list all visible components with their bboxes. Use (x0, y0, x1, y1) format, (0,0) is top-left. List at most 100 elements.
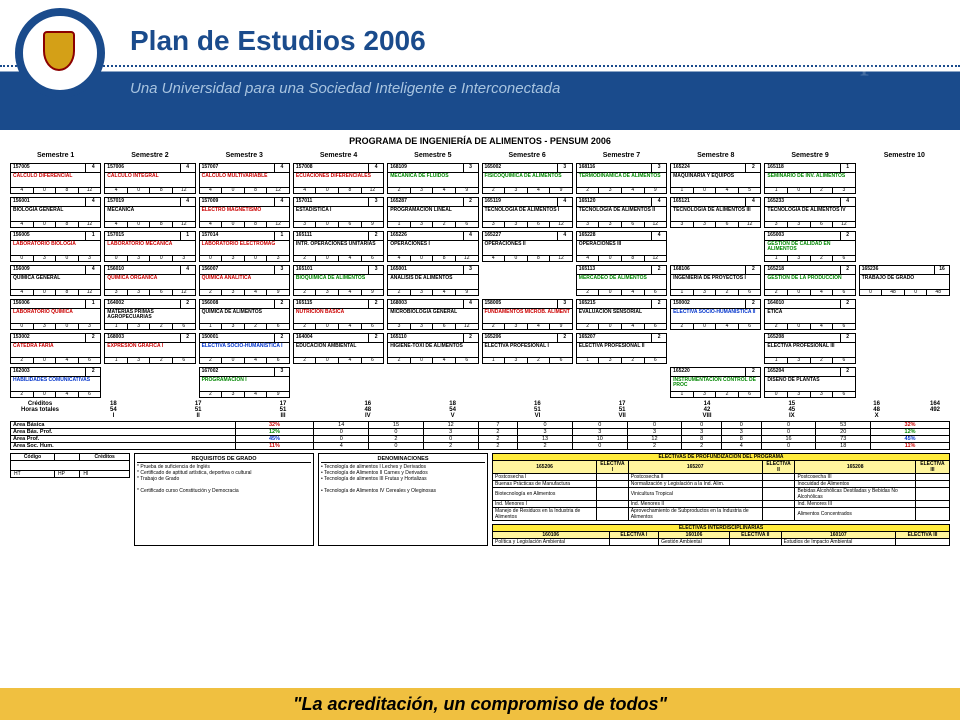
course-cell (670, 333, 761, 364)
course-cell: 1500022 ELECTIVA SOCIO-HUMANÍSTICA II 20… (670, 299, 761, 330)
course-cell (859, 367, 950, 398)
course-cell (859, 163, 950, 194)
course-cell: 1652202 INSTRUMENTACIÓN CONTROL DE PROC … (670, 367, 761, 398)
semester-header: Semestre 6 (482, 150, 573, 161)
university-logo (15, 8, 115, 123)
course-cell: 1570074 CÁLCULO MULTIVARIABLE 40812 (199, 163, 290, 194)
totals: Créditos18171716181617141516164 Horas to… (10, 401, 950, 419)
semester-header: Semestre 5 (387, 150, 478, 161)
semester-header: Semestre 3 (199, 150, 290, 161)
course-cell: 1640022 MATERIAS PRIMAS AGROPECUARIAS 13… (104, 299, 195, 330)
course-cell: 1500012 ELECTIVA SOCIO-HUMANÍSTICA I 204… (199, 333, 290, 364)
course-cell (859, 231, 950, 262)
course-cell: 1530022 CÁTEDRA FARIA 2046 (10, 333, 101, 364)
course-cell: 1652082 ELECTIVA PROFESIONAL III 1326 (764, 333, 855, 364)
course-cell: 1651214 TECNOLOGÍA DE ALIMENTOS III 3361… (670, 197, 761, 228)
course-cell: 1580053 FUNDAMENTOS MICROB. ALIMENT 2349 (482, 299, 573, 330)
course-cell: 1681163 TERMODINÁMICA DE ALIMENTOS 2349 (576, 163, 667, 194)
course-cell: 1652182 GESTIÓN DE LA PRODUCCIÓN 2046 (764, 265, 855, 296)
program-title: PROGRAMA DE INGENIERÍA DE ALIMENTOS - PE… (10, 136, 950, 146)
course-cell: 1680032 EXPRESIÓN GRÁFICA I 1326 (104, 333, 195, 364)
semester-header: Semestre 2 (104, 150, 195, 161)
electivas-section: ELECTIVAS DE PROFUNDIZACIÓN DEL PROGRAMA… (492, 453, 950, 546)
course-cell: 1652242 MAQUINARIA Y EQUIPOS 1045 (670, 163, 761, 194)
tagline: Una Universidad para una Sociedad Inteli… (130, 80, 560, 97)
course-cell: 1570094 ELECTRO MAGNETISMO 40812 (199, 197, 290, 228)
course-cell: 1650023 FISICOQUÍMICA DE ALIMENTOS 2349 (482, 163, 573, 194)
course-cell: 1570141 LABORATORIO ELECTROMAG 0303 (199, 231, 290, 262)
semester-header: Semestre 8 (670, 150, 761, 161)
course-cell (293, 367, 384, 398)
course-cell: 1560082 QUÍMICA DE ALIMENTOS 1326 (199, 299, 290, 330)
footer-slogan: "La acreditación, un compromiso de todos… (0, 688, 960, 720)
course-cell: 1560104 QUÍMICA ORGÁNICA 33612 (104, 265, 195, 296)
course-cell: 1560073 QUÍMICA ANALÍTICA 2349 (199, 265, 290, 296)
course-cell: 1680034 MICROBIOLOGÍA GENERAL 33612 (387, 299, 478, 330)
course-cell: 1570194 MECÁNICA 40812 (104, 197, 195, 228)
content: PROGRAMA DE INGENIERÍA DE ALIMENTOS - PE… (0, 130, 960, 552)
course-cell: 1681062 INGENIERÍA DE PROYECTOS I 1326 (670, 265, 761, 296)
course-cell: 1650013 ANÁLISIS DE ALIMENTOS 2349 (387, 265, 478, 296)
course-cell: 1560094 QUÍMICA GENERAL 40812 (10, 265, 101, 296)
course-cell: 1651013 BIOQUÍMICA DE ALIMENTOS 2349 (293, 265, 384, 296)
course-cell: 1651181 SEMINARIO DE INV. ALIMENTOS 1023 (764, 163, 855, 194)
requisitos-box: REQUISITOS DE GRADO * Prueba de suficien… (134, 453, 314, 546)
course-cell: 1560061 LABORATORIO QUÍMICA 0303 (10, 299, 101, 330)
course-cell: 1652274 OPERACIONES II 40812 (482, 231, 573, 262)
semester-headers: Semestre 1Semestre 2 Semestre 3Semestre 4… (10, 150, 950, 161)
course-cell: 1681093 MECÁNICA DE FLUIDOS 2349 (387, 163, 478, 194)
course-cell: 1652152 EVALUACIÓN SENSORIAL 2046 (576, 299, 667, 330)
course-cell: 1652072 ELECTIVA PROFESIONAL II 1326 (576, 333, 667, 364)
course-cell: 1652284 OPERACIONES III 40812 (576, 231, 667, 262)
course-cell: 1570113 ESTADÍSTICA I 3069 (293, 197, 384, 228)
course-cell (670, 231, 761, 262)
course-cell (387, 367, 478, 398)
course-cell: 1652872 PROGRAMACIÓN LINEAL 1326 (387, 197, 478, 228)
course-grid: 1570054 CÁLCULO DIFERENCIAL 408121570064… (10, 163, 950, 398)
course-cell: 1560051 LABORATORIO BIOLOGÍA 0303 (10, 231, 101, 262)
course-cell: 1640102 ÉTICA 2046 (764, 299, 855, 330)
electivas-prof-table: ELECTIVAS DE PROFUNDIZACIÓN DEL PROGRAMA… (492, 453, 950, 521)
course-cell: 1640042 EDUCACIÓN AMBIENTAL 2046 (293, 333, 384, 364)
course-cell: 1651204 TECNOLOGÍA DE ALIMENTOS II 33612 (576, 197, 667, 228)
watermark-main: Pamplona (796, 35, 940, 77)
course-cell: 1652042 DISEÑO DE PLANTAS 0336 (764, 367, 855, 398)
course-cell: 1570084 ECUACIONES DIFERENCIALES 40812 (293, 163, 384, 194)
course-cell: 1651102 HIGIENE-TOXI DE ALIMENTOS 2046 (387, 333, 478, 364)
course-cell: 1651194 TECNOLOGÍA DE ALIMENTOS I 33612 (482, 197, 573, 228)
course-cell: 1652062 ELECTIVA PROFESIONAL I 1326 (482, 333, 573, 364)
denominaciones-box: DENOMINACIONES • Tecnología de alimentos… (318, 453, 488, 546)
course-cell (482, 265, 573, 296)
codigo-legend: CódigoCréditos HTHPHI (10, 453, 130, 478)
course-cell: 1570064 CÁLCULO INTEGRAL 40812 (104, 163, 195, 194)
header: Plan de Estudios 2006 Universidad de Pam… (0, 0, 960, 130)
semester-header: Semestre 10 (859, 150, 950, 161)
electivas-inter-table: ELECTIVAS INTERDISCIPLINARIAS 160106ELEC… (492, 524, 950, 546)
course-cell: 1652334 TECNOLOGÍA DE ALIMENTOS IV 33612 (764, 197, 855, 228)
semester-header: Semestre 7 (576, 150, 667, 161)
course-cell: 1652264 OPERACIONES I 40812 (387, 231, 478, 262)
page-title: Plan de Estudios 2006 (130, 25, 426, 57)
course-cell (104, 367, 195, 398)
course-cell: 1570151 LABORATORIO MECÁNICA 0303 (104, 231, 195, 262)
bottom-section: CódigoCréditos HTHPHI REQUISITOS DE GRAD… (10, 453, 950, 546)
course-cell: 16523616 TRABAJO DE GRADO 048048 (859, 265, 950, 296)
course-cell: 1560014 BIOLOGÍA GENERAL 40812 (10, 197, 101, 228)
course-cell: 1570054 CÁLCULO DIFERENCIAL 40812 (10, 163, 101, 194)
course-cell (859, 333, 950, 364)
semester-header: Semestre 9 (764, 150, 855, 161)
course-cell: 1650032 GESTIÓN DE CALIDAD EN ALIMENTOS … (764, 231, 855, 262)
course-cell: 1651152 NUTRICIÓN BÁSICA 2046 (293, 299, 384, 330)
course-cell: 1651112 INTR. OPERACIONES UNITARIAS 2046 (293, 231, 384, 262)
course-cell (482, 367, 573, 398)
watermark-top: Universidad de (806, 10, 940, 36)
course-cell: 1670023 PROGRAMACIÓN I 2349 (199, 367, 290, 398)
course-cell (859, 299, 950, 330)
semester-header: Semestre 1 (10, 150, 101, 161)
course-cell (859, 197, 950, 228)
semester-header: Semestre 4 (293, 150, 384, 161)
area-table: Área Básica32%14151270000005332%Área Bás… (10, 421, 950, 450)
course-cell: 1651132 MERCADEO DE ALIMENTOS 2046 (576, 265, 667, 296)
course-cell (576, 367, 667, 398)
course-cell: 1620032 HABILIDADES COMUNICATIVAS 2046 (10, 367, 101, 398)
